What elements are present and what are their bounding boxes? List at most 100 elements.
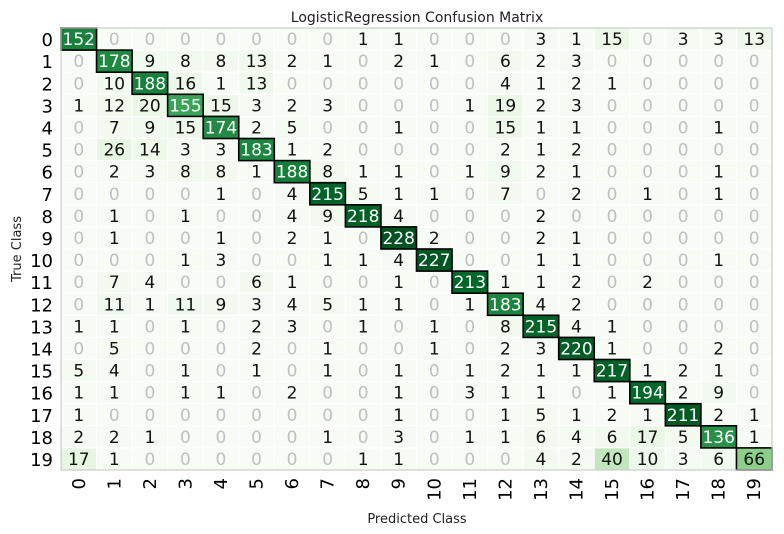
cell-label-17-15: 2: [607, 406, 618, 426]
cell-label-16-18: 9: [713, 384, 724, 404]
cell-label-9-19: 0: [749, 229, 760, 249]
diagonal-outline-15: [593, 358, 631, 383]
cell-label-12-0: 0: [73, 295, 84, 315]
cell-label-13-15: 1: [607, 317, 618, 337]
cell-label-1-16: 0: [642, 52, 653, 72]
cell-label-2-7: 0: [322, 74, 333, 94]
cell-label-14-19: 0: [749, 339, 760, 359]
diagonal-outline-2: [131, 71, 169, 96]
cell-label-17-9: 1: [393, 406, 404, 426]
cell-label-9-13: 2: [536, 229, 547, 249]
cell-label-6-1: 2: [109, 163, 120, 183]
cell-label-11-1: 7: [109, 273, 120, 293]
cell-label-10-16: 0: [642, 251, 653, 271]
cell-label-11-7: 0: [322, 273, 333, 293]
x-tick-1: 1: [104, 478, 125, 489]
chart-title: LogisticRegression Confusion Matrix: [291, 10, 543, 26]
cell-label-19-3: 0: [180, 450, 191, 470]
cell-label-7-0: 0: [73, 185, 84, 205]
cell-label-13-0: 1: [73, 317, 84, 337]
diagonal-outline-9: [380, 226, 418, 250]
cell-label-15-0: 5: [73, 362, 84, 382]
cell-label-16-9: 1: [393, 384, 404, 404]
cell-label-19-18: 6: [713, 450, 724, 470]
cell-label-4-8: 0: [358, 118, 369, 138]
cell-label-1-6: 2: [287, 52, 298, 72]
cell-label-19-9: 1: [393, 450, 404, 470]
cell-label-3-15: 0: [607, 96, 618, 116]
cell-label-1-8: 0: [358, 52, 369, 72]
x-tick-3: 3: [175, 478, 196, 489]
cell-label-2-4: 1: [216, 74, 227, 94]
cell-label-2-10: 0: [429, 74, 440, 94]
cell-label-16-17: 2: [678, 384, 689, 404]
cell-label-10-1: 0: [109, 251, 120, 271]
cell-label-15-9: 1: [393, 362, 404, 382]
cell-label-13-9: 0: [393, 317, 404, 337]
cell-label-3-0: 1: [73, 96, 84, 116]
cell-label-10-4: 3: [216, 251, 227, 271]
cell-label-7-17: 0: [678, 185, 689, 205]
cell-label-5-0: 0: [73, 141, 84, 161]
cell-label-17-16: 1: [642, 406, 653, 426]
cell-label-7-8: 5: [358, 185, 369, 205]
cell-label-12-9: 1: [393, 295, 404, 315]
cell-label-12-16: 0: [642, 295, 653, 315]
y-tick-0: 0: [42, 30, 53, 51]
x-tick-18: 18: [709, 478, 730, 501]
cell-label-13-18: 0: [713, 317, 724, 337]
cell-label-0-1: 0: [109, 30, 120, 50]
cell-label-13-13: 215: [525, 317, 557, 337]
cell-label-11-18: 0: [713, 273, 724, 293]
cell-label-18-7: 1: [322, 428, 333, 448]
cell-label-3-2: 20: [139, 96, 161, 116]
cell-label-19-15: 40: [601, 450, 623, 470]
cell-label-0-3: 0: [180, 30, 191, 50]
diagonal-outline-6: [273, 159, 311, 184]
cell-label-4-14: 1: [571, 118, 582, 138]
cell-label-6-12: 9: [500, 163, 511, 183]
x-tick-9: 9: [389, 478, 410, 489]
cell-label-10-5: 0: [251, 251, 262, 271]
cell-label-8-2: 0: [144, 207, 155, 227]
cell-label-7-11: 0: [464, 185, 475, 205]
cell-label-18-9: 3: [393, 428, 404, 448]
cell-label-5-13: 1: [536, 141, 547, 161]
cell-label-16-5: 0: [251, 384, 262, 404]
cell-label-1-4: 8: [216, 52, 227, 72]
cell-label-15-7: 1: [322, 362, 333, 382]
cell-label-8-17: 0: [678, 207, 689, 227]
cell-label-1-18: 0: [713, 52, 724, 72]
cell-label-9-5: 0: [251, 229, 262, 249]
cell-label-1-17: 0: [678, 52, 689, 72]
cell-label-2-19: 0: [749, 74, 760, 94]
cell-label-13-17: 0: [678, 317, 689, 337]
cell-label-5-3: 3: [180, 141, 191, 161]
y-axis-label: True Class: [10, 216, 25, 283]
diagonal-outline-3: [166, 93, 204, 118]
cell-label-6-3: 8: [180, 163, 191, 183]
cell-label-17-19: 1: [749, 406, 760, 426]
cell-label-18-2: 1: [144, 428, 155, 448]
cell-label-7-13: 0: [536, 185, 547, 205]
cell-label-2-13: 1: [536, 74, 547, 94]
cell-label-2-14: 2: [571, 74, 582, 94]
cell-label-1-19: 0: [749, 52, 760, 72]
x-tick-7: 7: [318, 478, 339, 489]
cell-label-11-0: 0: [73, 273, 84, 293]
cell-label-18-6: 0: [287, 428, 298, 448]
cell-label-2-16: 0: [642, 74, 653, 94]
cell-label-9-9: 228: [382, 229, 414, 249]
cell-label-5-6: 1: [287, 141, 298, 161]
cell-label-15-12: 2: [500, 362, 511, 382]
diagonal-outline-16: [628, 380, 667, 405]
cell-label-17-1: 0: [109, 406, 120, 426]
cell-label-14-14: 220: [560, 339, 592, 359]
cell-label-17-8: 0: [358, 406, 369, 426]
cell-label-18-17: 5: [678, 428, 689, 448]
cell-label-5-7: 2: [322, 141, 333, 161]
cell-label-10-17: 0: [678, 251, 689, 271]
x-tick-labels: 0 1 2 3 4 5 6 7 8 9 10 11 12 13 14 15 16 17 18 19: [69, 478, 765, 501]
cell-label-9-15: 0: [607, 229, 618, 249]
y-tick-7: 7: [42, 185, 53, 206]
